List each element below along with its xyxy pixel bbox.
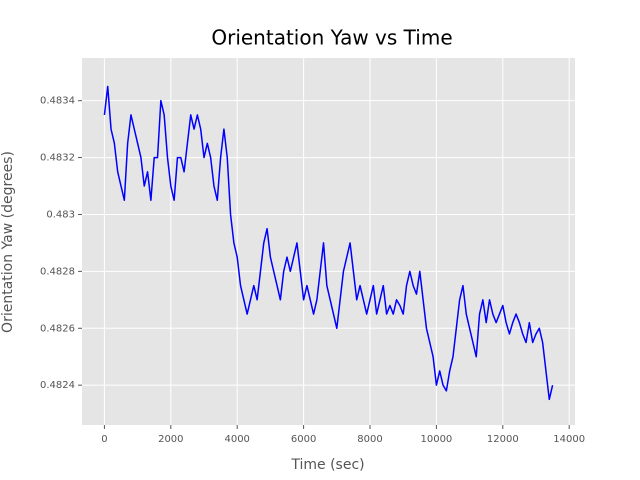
x-tick-label: 0	[101, 434, 107, 445]
y-tick-label: 0.4834	[40, 96, 75, 107]
y-tick-label: 0.4826	[40, 323, 75, 334]
x-tick-label: 8000	[357, 434, 382, 445]
y-tick-label: 0.4824	[40, 380, 75, 391]
y-axis-label: Orientation Yaw (degrees)	[0, 151, 16, 333]
y-tick-label: 0.483	[46, 209, 75, 220]
y-tick-label: 0.4832	[40, 153, 75, 164]
y-tick-label: 0.4828	[40, 266, 75, 277]
x-tick-label: 2000	[158, 434, 183, 445]
x-tick-label: 4000	[224, 434, 249, 445]
x-tick-label: 6000	[291, 434, 316, 445]
x-tick-label: 10000	[420, 434, 452, 445]
x-axis-label: Time (sec)	[290, 457, 364, 473]
x-tick-label: 12000	[487, 434, 519, 445]
plot-area	[82, 58, 575, 425]
data-line	[103, 85, 554, 401]
chart-title: Orientation Yaw vs Time	[211, 26, 452, 50]
x-tick-label: 14000	[553, 434, 585, 445]
